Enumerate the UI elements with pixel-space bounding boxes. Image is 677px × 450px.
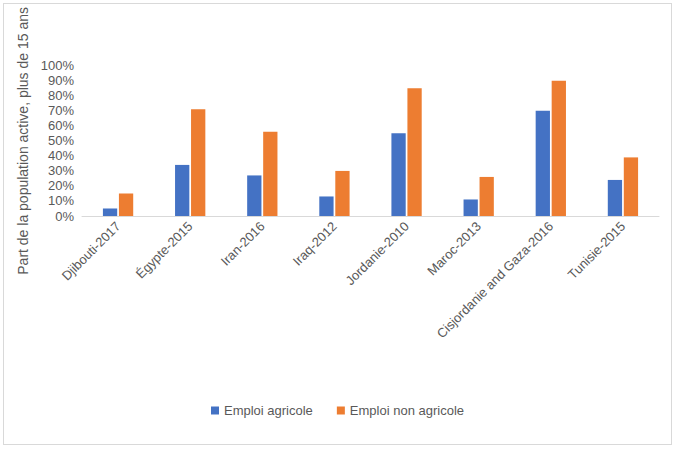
- svg-text:90%: 90%: [48, 73, 74, 88]
- svg-text:0%: 0%: [55, 209, 74, 224]
- svg-text:Emploi non agricole: Emploi non agricole: [350, 403, 464, 418]
- svg-text:Maroc-2013: Maroc-2013: [424, 219, 484, 279]
- svg-text:70%: 70%: [48, 103, 74, 118]
- svg-text:Emploi agricole: Emploi agricole: [224, 403, 313, 418]
- svg-text:80%: 80%: [48, 88, 74, 103]
- svg-text:Cisjordanie and Gaza-2016: Cisjordanie and Gaza-2016: [434, 219, 556, 341]
- svg-text:Djibouti-2017: Djibouti-2017: [59, 219, 124, 284]
- svg-text:40%: 40%: [48, 148, 74, 163]
- svg-text:30%: 30%: [48, 163, 74, 178]
- svg-text:Jordanie-2010: Jordanie-2010: [343, 219, 412, 288]
- svg-text:Tunisie-2015: Tunisie-2015: [565, 219, 628, 282]
- svg-text:Part de la population active,: Part de la population active, plus de 15…: [15, 7, 31, 275]
- svg-text:Égypte-2015: Égypte-2015: [133, 219, 196, 282]
- svg-text:60%: 60%: [48, 118, 74, 133]
- svg-text:50%: 50%: [48, 133, 74, 148]
- svg-text:10%: 10%: [48, 193, 74, 208]
- svg-text:Iraq-2012: Iraq-2012: [290, 219, 340, 269]
- svg-text:100%: 100%: [41, 58, 75, 73]
- svg-text:Iran-2016: Iran-2016: [218, 219, 268, 269]
- svg-text:20%: 20%: [48, 178, 74, 193]
